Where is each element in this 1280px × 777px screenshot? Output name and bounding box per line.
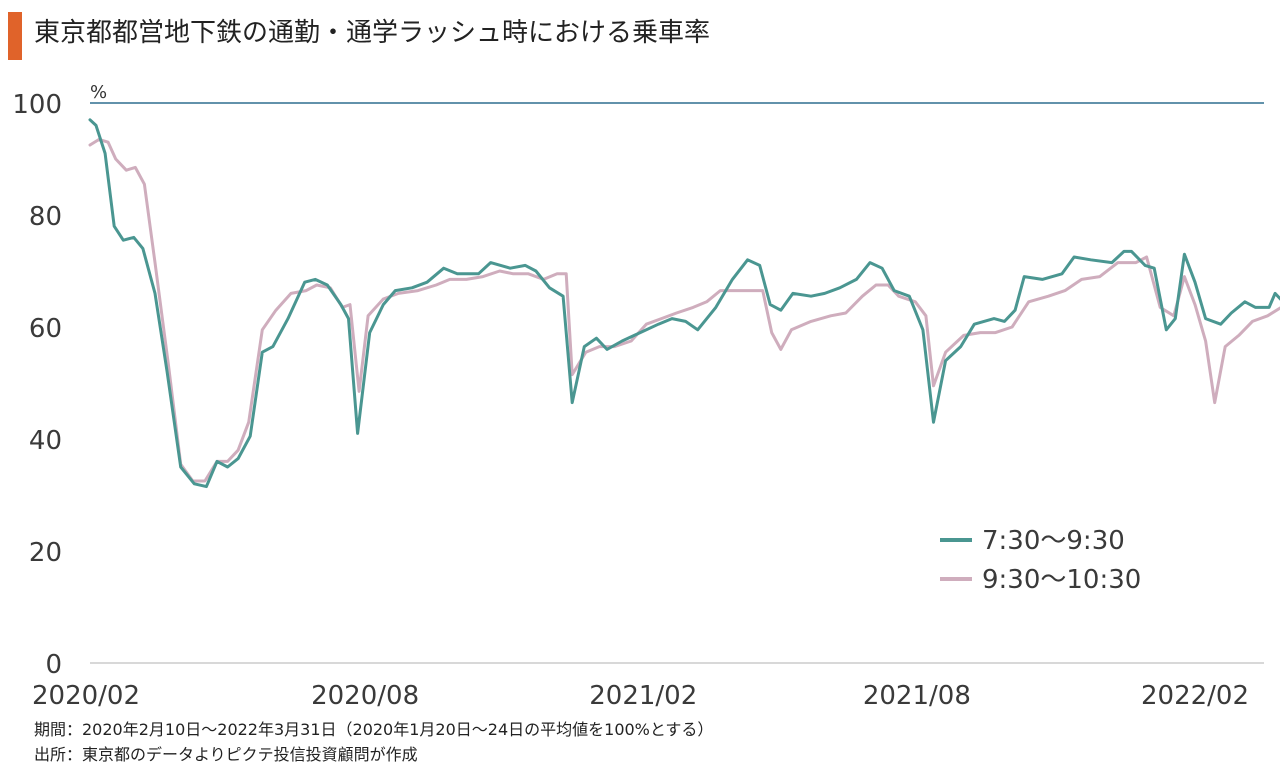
legend-label: 7:30～9:30 bbox=[982, 526, 1125, 556]
x-tick-label: 2020/02 bbox=[32, 681, 140, 711]
y-tick-label: 80 bbox=[29, 202, 62, 232]
series-line bbox=[88, 137, 1280, 483]
chart-title: 東京都都営地下鉄の通勤・通学ラッシュ時における乗車率 bbox=[34, 18, 711, 48]
title-accent-bar bbox=[8, 12, 22, 60]
x-tick-label: 2021/02 bbox=[589, 681, 697, 711]
legend-label: 9:30～10:30 bbox=[982, 565, 1141, 595]
series-lines bbox=[88, 118, 1280, 489]
x-tick-label: 2020/08 bbox=[311, 681, 419, 711]
y-tick-label: 60 bbox=[29, 314, 62, 344]
axes: 0 20 40 60 80 100 % 2020/02 2020/08 2021/02 2021/0… bbox=[12, 82, 1264, 711]
y-unit-label: % bbox=[90, 82, 107, 103]
y-tick-label: 20 bbox=[29, 538, 62, 568]
x-tick-label: 2022/02 bbox=[1141, 681, 1249, 711]
y-tick-label: 0 bbox=[45, 650, 62, 680]
legend: 7:30～9:30 9:30～10:30 bbox=[940, 526, 1141, 595]
y-tick-label: 40 bbox=[29, 426, 62, 456]
x-tick-label: 2021/08 bbox=[863, 681, 971, 711]
series-line bbox=[88, 118, 1280, 489]
line-chart: 0 20 40 60 80 100 % 2020/02 2020/08 2021/02 2021/0… bbox=[12, 82, 1280, 711]
y-tick-label: 100 bbox=[12, 90, 62, 120]
footnote-source: 出所：東京都のデータよりピクテ投信投資顧問が作成 bbox=[34, 745, 418, 764]
footnote-period: 期間：2020年2月10日～2022年3月31日（2020年1月20日～24日の… bbox=[34, 720, 714, 739]
